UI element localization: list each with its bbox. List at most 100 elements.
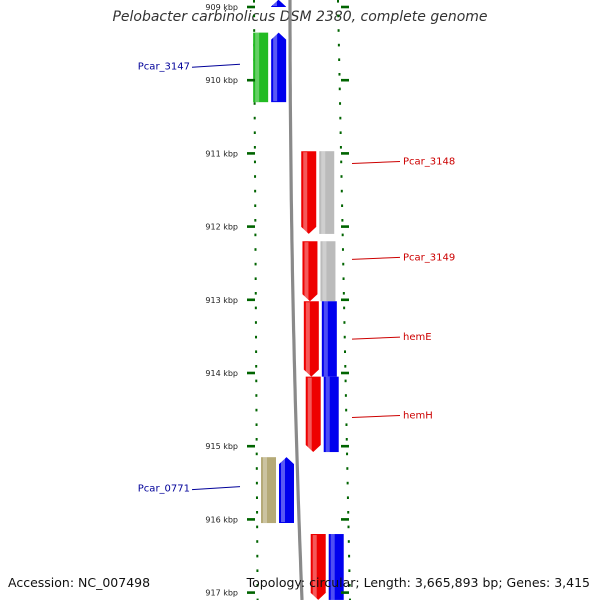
axis-tick: 911 kbp [205,149,349,158]
cds-arrow [302,241,318,302]
tick-mark [341,5,349,9]
tick-dot [254,219,257,222]
block-highlight [325,376,330,453]
gene-feature [253,32,269,103]
label-text: hemE [403,332,432,343]
cds-arrow [310,534,326,600]
feature-track [253,0,344,600]
cds-arrow [303,301,319,377]
tick-mark [341,152,349,155]
tick-dot [253,160,256,164]
tick-dot [344,350,347,353]
tick-track-right [337,0,351,600]
block-highlight [322,241,327,302]
tick-dot [254,189,257,193]
label-text: Pcar_3148 [403,156,455,167]
axis-tick: 909 kbp [205,3,349,12]
tick-track-left [253,0,259,600]
gene-feature [271,0,287,7]
gene-block [253,32,269,103]
axis-tick: 917 kbp [205,589,349,598]
tick-label: 910 kbp [205,76,238,85]
tick-mark [247,518,255,521]
axis-tick: 914 kbp [205,369,349,378]
arrow-highlight [305,302,310,376]
tick-dot [341,233,344,237]
gene-label: Pcar_3148 [351,156,455,167]
tick-dot [256,525,259,529]
tick-dot [254,277,257,280]
tick-dot [254,204,257,207]
tick-label: 917 kbp [205,589,238,598]
gene-block [261,457,277,524]
tick-mark [247,591,255,594]
tick-dot [254,175,257,178]
cds-arrow [271,32,287,103]
cds-arrow [279,457,295,524]
tick-dot [255,438,258,441]
backbone-line [288,0,304,600]
block-highlight [323,301,328,377]
arrow-highlight [307,377,312,452]
tick-dot [338,73,341,76]
axis-tick: 916 kbp [205,515,349,524]
tick-label: 916 kbp [205,515,238,524]
tick-mark [247,298,255,302]
tick-dot [348,584,351,587]
tick-dot [337,29,340,32]
tick-mark [341,298,349,302]
tick-dot [343,335,346,339]
tick-dot [348,598,351,600]
arrow-highlight [273,33,278,102]
tick-dot [345,438,348,441]
cds-arrow [271,0,287,7]
tick-dot [256,569,259,572]
tick-dot [345,408,348,412]
tick-dot [344,394,347,397]
tick-mark [341,371,349,375]
tick-dot [340,175,343,178]
tick-dot [342,292,345,295]
tick-dot [253,29,256,32]
tick-dot [255,423,258,426]
gene-feature [328,534,344,600]
block-highlight [255,32,260,103]
tick-dot [338,58,341,61]
tick-dot [255,335,258,339]
gene-label-track: Pcar_3147 Pcar_3148 Pcar_3149 hemE hemH Pcar_… [138,61,455,494]
tick-dot [339,116,342,120]
gene-feature [320,241,336,302]
tick-dot [340,189,343,193]
tick-dot [346,496,349,499]
tick-dot [347,511,350,514]
tick-dot [255,452,258,456]
tick-dot [344,379,347,383]
tick-mark [341,444,349,448]
tick-mark [247,5,255,9]
tick-dot [346,481,349,485]
tick-dot [347,525,350,529]
label-leader [191,486,241,491]
label-leader [351,160,401,164]
tick-mark [341,591,349,594]
gene-feature [303,301,319,377]
axis-tick: 915 kbp [205,442,349,451]
tick-dot [256,598,259,600]
gene-block [320,241,336,302]
tick-dot [344,365,347,368]
block-highlight [330,534,335,600]
label-text: Pcar_0771 [138,484,190,495]
arrow-highlight [281,458,286,523]
gene-label: Pcar_3147 [138,61,241,72]
tick-dot [256,584,259,587]
gene-feature [301,151,317,234]
tick-mark [341,225,349,228]
label-leader [351,256,401,260]
tick-dot [342,277,345,280]
genome-title: Pelobacter carbinolicus DSM 2380, comple… [112,9,488,25]
gene-feature [319,151,335,234]
gene-feature [321,301,337,377]
tick-dot [346,452,349,456]
tick-dot [254,321,257,324]
tick-dot [253,102,256,105]
